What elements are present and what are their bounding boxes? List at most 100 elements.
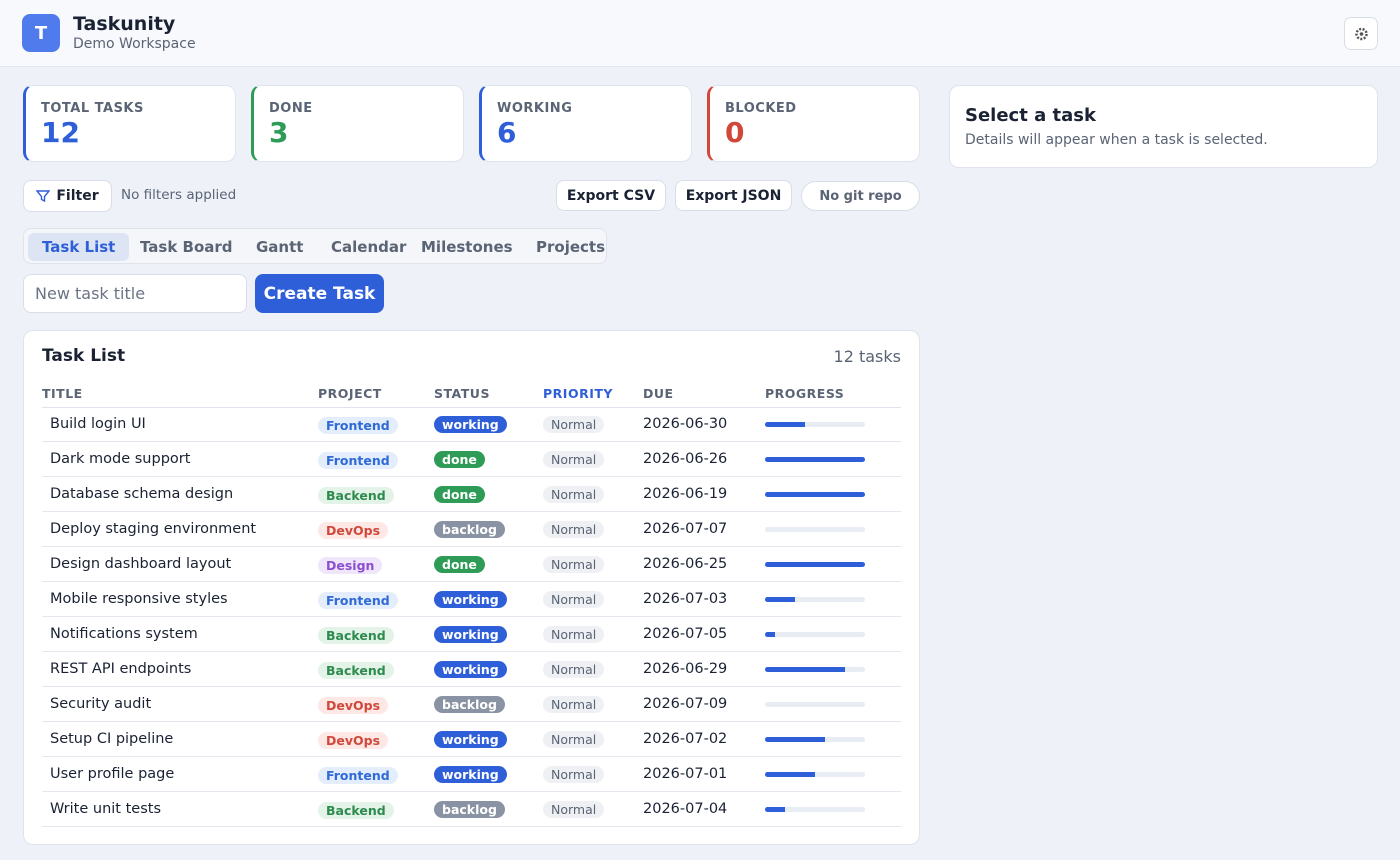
status-cell: working <box>434 617 507 651</box>
task-row[interactable]: Dark mode support Frontend done Normal 2026-… <box>42 442 901 477</box>
task-row[interactable]: Security audit DevOps backlog Normal 2026-07… <box>42 687 901 722</box>
project-cell: Backend <box>318 617 394 651</box>
priority-badge: Normal <box>543 625 605 643</box>
progress-bar <box>765 772 815 777</box>
progress-track <box>765 667 865 672</box>
column-header[interactable]: TITLE <box>42 386 83 401</box>
task-row[interactable]: Mobile responsive styles Frontend working N… <box>42 582 901 617</box>
export-json[interactable]: Export JSON <box>675 180 792 211</box>
project-cell: DevOps <box>318 687 389 721</box>
filter-status: No filters applied <box>121 187 237 203</box>
column-header[interactable]: PROGRESS <box>765 386 845 401</box>
status-cell: working <box>434 582 507 616</box>
priority-badge: Normal <box>543 660 605 678</box>
column-header[interactable]: STATUS <box>434 386 490 401</box>
due-date: 2026-06-25 <box>643 556 728 572</box>
progress-bar <box>765 807 785 812</box>
progress-track <box>765 737 865 742</box>
task-title: REST API endpoints <box>50 661 192 677</box>
project-cell: Design <box>318 547 383 581</box>
task-row[interactable]: Design dashboard layout Design done Normal 2… <box>42 547 901 582</box>
tab[interactable]: Gantt <box>256 238 304 256</box>
stat-label: BLOCKED <box>725 101 797 116</box>
project-cell: DevOps <box>318 722 389 756</box>
column-header[interactable]: DUE <box>643 386 674 401</box>
stat-card: WORKING 6 <box>479 85 692 162</box>
due-date: 2026-06-29 <box>643 661 728 677</box>
settings-button[interactable] <box>1344 17 1378 50</box>
priority-badge: Normal <box>543 695 605 713</box>
status-cell: backlog <box>434 792 505 826</box>
details-title: Select a task <box>965 105 1096 126</box>
project-cell: Backend <box>318 477 394 511</box>
status-cell: backlog <box>434 687 505 721</box>
tab[interactable]: Milestones <box>421 238 513 256</box>
status-cell: done <box>434 477 485 511</box>
progress-bar <box>765 632 775 637</box>
filter-button[interactable]: Filter <box>23 180 112 212</box>
workspace: Demo Workspace <box>73 36 196 52</box>
task-row[interactable]: User profile page Frontend working Normal 20… <box>42 757 901 792</box>
column-header[interactable]: PROJECT <box>318 386 382 401</box>
project-cell: Frontend <box>318 407 398 441</box>
project-cell: Backend <box>318 792 394 826</box>
task-title: Mobile responsive styles <box>50 591 228 607</box>
priority-badge: Normal <box>543 730 605 748</box>
priority-cell: Normal <box>543 512 605 546</box>
progress-track <box>765 422 865 427</box>
status-badge: working <box>434 660 507 678</box>
create-task-button[interactable]: Create Task <box>255 274 384 313</box>
priority-cell: Normal <box>543 722 605 756</box>
task-title: Design dashboard layout <box>50 556 232 572</box>
export-csv[interactable]: Export CSV <box>556 180 666 211</box>
status-badge: working <box>434 765 507 783</box>
git-button[interactable]: No git repo <box>801 181 920 211</box>
tab[interactable]: Task List <box>28 233 130 261</box>
due-date: 2026-07-03 <box>643 591 728 607</box>
logo: T <box>22 14 60 52</box>
task-title: Deploy staging environment <box>50 521 257 537</box>
task-row[interactable]: Deploy staging environment DevOps backlog N… <box>42 512 901 547</box>
task-row[interactable]: Notifications system Backend working Normal… <box>42 617 901 652</box>
task-title: Database schema design <box>50 486 234 502</box>
tab[interactable]: Task Board <box>140 238 233 256</box>
priority-cell: Normal <box>543 547 605 581</box>
priority-badge: Normal <box>543 590 605 608</box>
task-row[interactable]: Database schema design Backend done Normal 2… <box>42 477 901 512</box>
table-title: Task List <box>42 346 126 366</box>
project-cell: Frontend <box>318 582 398 616</box>
column-header[interactable]: PRIORITY <box>543 386 613 401</box>
task-title: Dark mode support <box>50 451 191 467</box>
task-row[interactable]: Build login UI Frontend working Normal 2026-… <box>42 407 901 442</box>
priority-badge: Normal <box>543 555 605 573</box>
priority-cell: Normal <box>543 477 605 511</box>
status-badge: backlog <box>434 695 505 713</box>
project-badge: Backend <box>318 802 394 819</box>
new-task-input[interactable]: New task title <box>23 274 247 313</box>
tab[interactable]: Projects <box>536 238 606 256</box>
due-date: 2026-07-01 <box>643 766 728 782</box>
progress-track <box>765 632 865 637</box>
progress-bar <box>765 422 805 427</box>
progress-track <box>765 562 865 567</box>
task-count: 12 tasks <box>833 347 901 366</box>
priority-badge: Normal <box>543 765 605 783</box>
task-row[interactable]: REST API endpoints Backend working Normal 20… <box>42 652 901 687</box>
stat-label: DONE <box>269 101 313 116</box>
status-badge: backlog <box>434 800 505 818</box>
project-cell: Backend <box>318 652 394 686</box>
project-badge: DevOps <box>318 732 389 749</box>
details-panel: Select a task Details will appear when a… <box>949 85 1378 168</box>
status-badge: working <box>434 590 507 608</box>
stat-value: 3 <box>269 116 289 149</box>
stat-value: 0 <box>725 116 745 149</box>
progress-bar <box>765 667 845 672</box>
task-row[interactable]: Write unit tests Backend backlog Normal 2026… <box>42 792 901 827</box>
status-cell: working <box>434 652 507 686</box>
tab[interactable]: Calendar <box>331 238 407 256</box>
status-cell: done <box>434 547 485 581</box>
task-row[interactable]: Setup CI pipeline DevOps working Normal 2026… <box>42 722 901 757</box>
project-badge: Frontend <box>318 592 398 609</box>
progress-bar <box>765 492 865 497</box>
